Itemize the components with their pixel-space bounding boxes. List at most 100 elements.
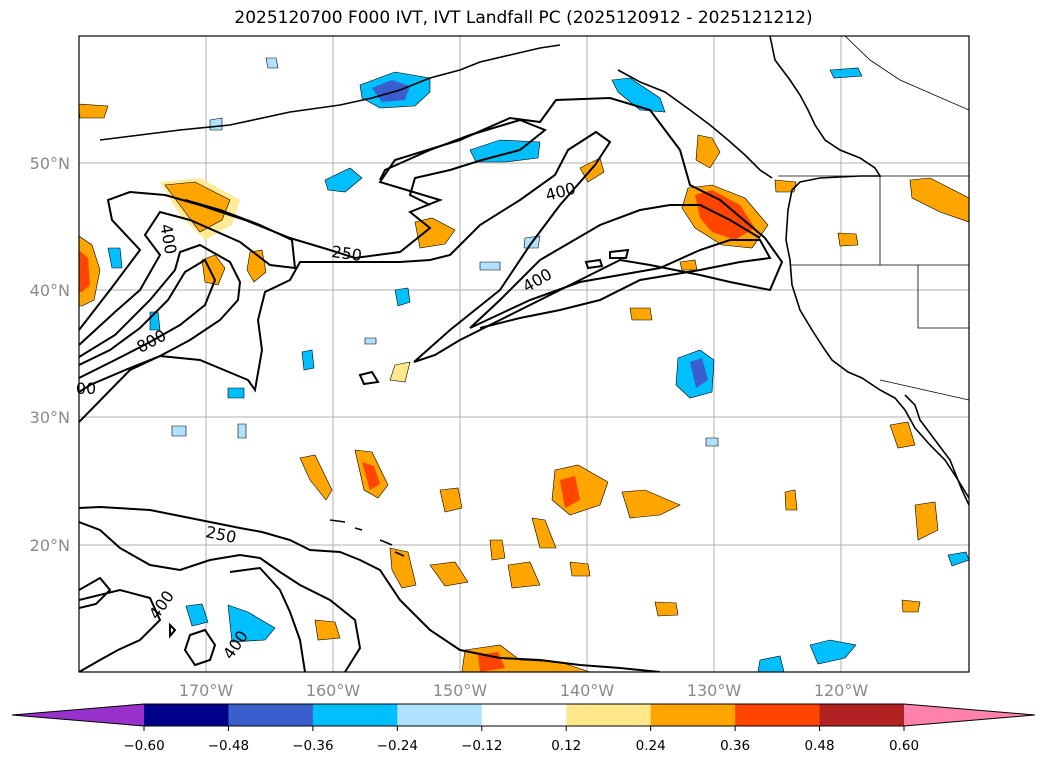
colorbar: −0.60 −0.48 −0.36 −0.24 −0.12 0.12 0.24 0.36 0.4… <box>11 703 1036 754</box>
ivt-contour-small <box>358 370 380 386</box>
colorbar-tick-label: 0.12 <box>551 738 581 754</box>
negative-pc-patches <box>107 57 969 672</box>
colorbar-tick-label: −0.24 <box>377 738 418 754</box>
pc-patch <box>237 423 247 439</box>
pc-patch <box>107 247 123 269</box>
pc-patch <box>299 454 333 501</box>
pc-patch <box>394 287 411 307</box>
ivt-contour-250 <box>79 96 784 423</box>
lon-label: 120°W <box>814 681 869 700</box>
north-america-coast <box>769 36 969 499</box>
us-mexico-border <box>879 379 969 401</box>
pc-patch <box>201 254 226 286</box>
pc-patch <box>164 181 231 233</box>
pc-patch <box>364 337 377 345</box>
colorbar-band <box>819 704 905 726</box>
alaska-panhandle <box>617 69 773 179</box>
lon-label: 150°W <box>433 681 488 700</box>
coastlines <box>99 36 969 557</box>
pc-patch <box>227 387 245 399</box>
pc-patch <box>301 349 315 371</box>
lat-label: 20°N <box>30 536 70 555</box>
lon-label: 170°W <box>179 681 234 700</box>
pc-patch <box>439 487 463 513</box>
chart-title: 2025120700 F000 IVT, IVT Landfall PC (20… <box>234 8 813 28</box>
pc-patch <box>705 437 719 447</box>
pc-patch <box>695 134 721 169</box>
state-border <box>879 176 969 329</box>
colorbar-segments <box>144 704 905 726</box>
pc-patch <box>611 77 666 113</box>
colorbar-band <box>481 704 567 726</box>
pc-patch <box>654 601 679 617</box>
contour-label: 00 <box>76 379 96 398</box>
gridlines <box>79 36 969 672</box>
colorbar-tick-label: −0.12 <box>461 738 502 754</box>
pc-patch <box>679 259 698 271</box>
pc-patch <box>837 232 859 247</box>
colorbar-band <box>228 704 314 726</box>
colorbar-band <box>397 704 483 726</box>
ivt-contour-250-south <box>79 505 661 672</box>
pc-patch <box>389 547 417 589</box>
pc-patch <box>757 655 785 672</box>
pc-patch <box>829 67 863 79</box>
colorbar-high-extension <box>904 704 1035 726</box>
pc-patch <box>629 307 653 321</box>
colorbar-tick-label: −0.60 <box>123 738 164 754</box>
pc-patch <box>414 217 456 249</box>
pc-patch <box>479 261 501 271</box>
pc-patch <box>809 639 857 665</box>
pc-patch <box>774 179 797 193</box>
map-frame <box>78 35 970 673</box>
hawaiian-islands <box>329 519 405 557</box>
contour-label: 250 <box>330 242 363 265</box>
colorbar-tick-label: 0.48 <box>805 738 835 754</box>
colorbar-tick-label: −0.48 <box>208 738 249 754</box>
baja-california <box>904 394 969 506</box>
colorbar-low-extension <box>12 704 144 726</box>
pc-patch <box>569 561 591 577</box>
pc-patch <box>185 603 209 627</box>
ivt-contour-400 <box>79 199 297 346</box>
pc-patch <box>889 421 916 449</box>
pc-patch <box>209 117 223 131</box>
colorbar-band <box>312 704 398 726</box>
canada-border <box>844 36 969 111</box>
pc-patch <box>909 177 969 223</box>
pc-patch <box>621 489 681 519</box>
lat-label: 50°N <box>30 154 70 173</box>
lat-label: 30°N <box>30 408 70 427</box>
colorbar-tick-label: 0.36 <box>720 738 750 754</box>
colorbar-band <box>566 704 652 726</box>
pc-patch <box>227 604 276 643</box>
colorbar-tick-label: 0.24 <box>636 738 666 754</box>
political-borders <box>778 36 969 401</box>
colorbar-band <box>144 704 229 726</box>
colorbar-tick-label: 0.60 <box>889 738 919 754</box>
pc-patch <box>947 551 969 567</box>
pc-patch <box>314 619 341 641</box>
ivt-contour-400-south <box>79 588 162 672</box>
pc-patch <box>784 489 798 511</box>
positive-pc-patches <box>79 103 969 672</box>
longitude-labels: 170°W 160°W 150°W 140°W 130°W 120°W <box>179 681 869 700</box>
pc-patch <box>171 425 187 437</box>
pc-patch <box>695 190 755 240</box>
pc-patch <box>901 599 921 613</box>
pc-patch <box>507 561 541 589</box>
aleutian-islands <box>99 44 561 141</box>
pc-patch <box>79 103 109 119</box>
colorbar-band <box>650 704 736 726</box>
ivt-contour-800 <box>79 258 217 379</box>
colorbar-band <box>735 704 821 726</box>
ivt-contour-800-outer <box>79 243 242 393</box>
pc-patch <box>324 167 363 193</box>
pc-patch <box>489 539 506 561</box>
pc-patch <box>389 361 411 383</box>
ivt-contour-400-jet <box>469 239 772 329</box>
pc-patch <box>429 561 469 587</box>
colorbar-ticks: −0.60 −0.48 −0.36 −0.24 −0.12 0.12 0.24 0.36 0.4… <box>123 726 919 754</box>
pc-patch <box>265 57 279 69</box>
